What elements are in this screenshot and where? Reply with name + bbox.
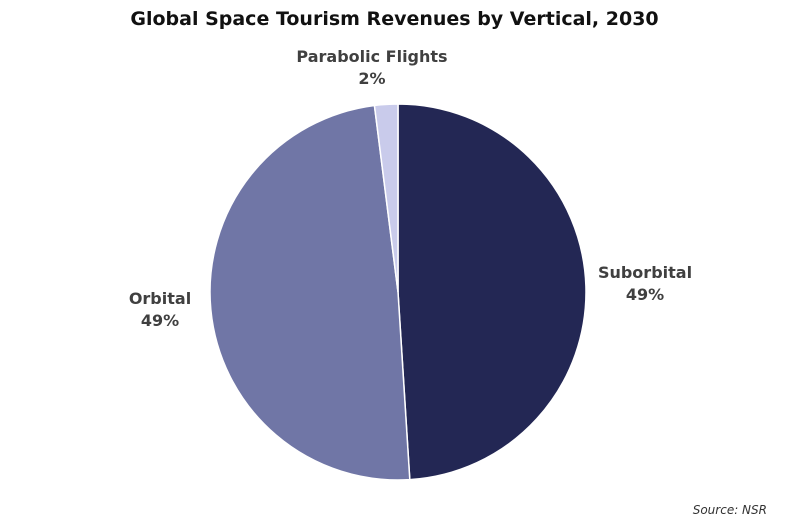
slice-value: 49%: [140, 311, 180, 330]
slice-label: Orbital: [128, 289, 192, 308]
source-note: Source: NSR: [692, 503, 767, 517]
slice-value: 2%: [358, 69, 386, 88]
label-parabolic-flights: Parabolic Flights 2%: [272, 46, 472, 90]
chart-title: Global Space Tourism Revenues by Vertica…: [130, 8, 659, 30]
slice-parabolic-flights: [373, 103, 399, 293]
slice-value: 49%: [625, 285, 665, 304]
label-suborbital: Suborbital 49%: [585, 262, 705, 306]
slice-suborbital: [397, 103, 587, 481]
slice-label: Suborbital: [597, 263, 693, 282]
slice-orbital: [209, 104, 411, 481]
slice-label: Parabolic Flights: [296, 47, 448, 66]
label-orbital: Orbital 49%: [100, 288, 220, 332]
